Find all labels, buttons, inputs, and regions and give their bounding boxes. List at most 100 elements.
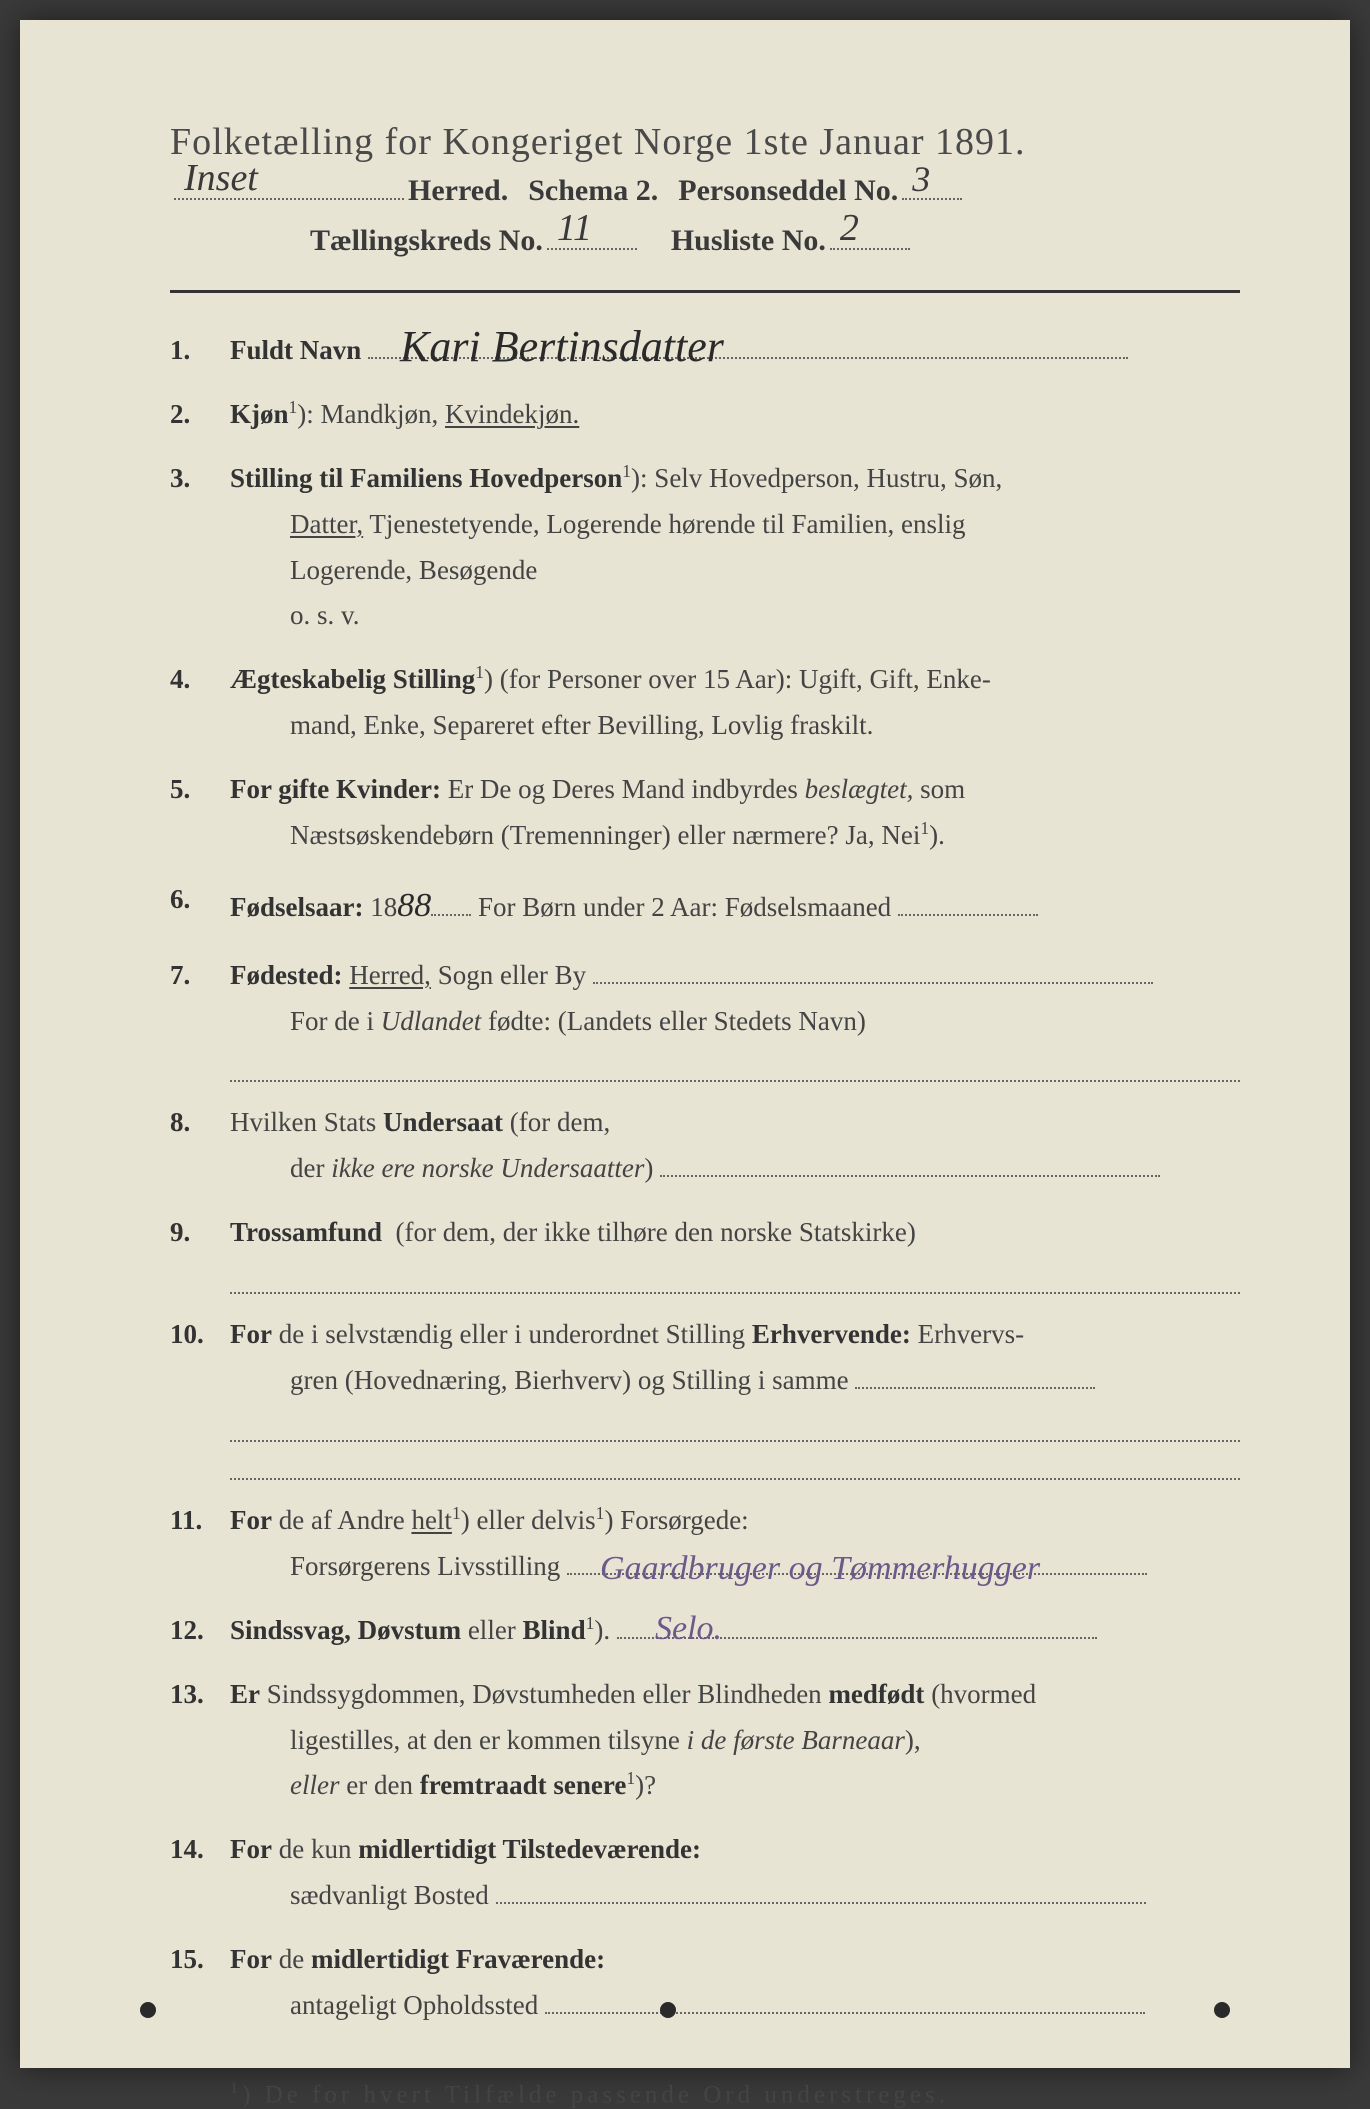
q7-italic: Udlandet [381, 1006, 482, 1036]
q2-kvinde: Kvindekjøn. [445, 399, 579, 429]
kreds-no: 11 [557, 206, 592, 250]
item-num-2: 2. [170, 392, 230, 438]
q13-text: Sindssygdommen, Døvstumheden eller Blind… [267, 1679, 822, 1709]
q8-label-rest: vilken Stats [250, 1107, 384, 1137]
item-body-11: For de af Andre helt1) eller delvis1) Fo… [230, 1498, 1240, 1590]
q9-label: Trossamfund [230, 1217, 382, 1247]
item-5: 5. For gifte Kvinder: Er De og Deres Man… [170, 767, 1240, 859]
item-9: 9. Trossamfund (for dem, der ikke tilhør… [170, 1210, 1240, 1294]
q9-text: (for dem, der ikke tilhøre den norske St… [396, 1217, 916, 1247]
q9-dotted-line [230, 1262, 1240, 1294]
q2-label: Kjøn [230, 399, 289, 429]
item-body-1: Fuldt Navn Kari Bertinsdatter [230, 328, 1240, 374]
item-body-5: For gifte Kvinder: Er De og Deres Mand i… [230, 767, 1240, 859]
q12-handwritten: Selo. [655, 1600, 722, 1658]
item-num-11: 11. [170, 1498, 230, 1590]
husliste-label: Husliste No. [671, 224, 826, 258]
item-num-14: 14. [170, 1827, 230, 1919]
q1-label: Fuldt Navn [230, 335, 361, 365]
personseddel-field: 3 [902, 198, 962, 200]
q10-dotted-1 [230, 1410, 1240, 1442]
schema-label: Schema 2. [528, 174, 658, 208]
q3-line2b: Tjenestetyende, Logerende hørende til Fa… [369, 509, 965, 539]
q1-handwritten: Kari Bertinsdatter [400, 310, 724, 385]
q13-label: Er [230, 1679, 260, 1709]
item-body-3: Stilling til Familiens Hovedperson1): Se… [230, 456, 1240, 640]
herred-label: Herred. [408, 174, 508, 208]
q12-label: Sindssvag, Døvstum [230, 1615, 461, 1645]
item-body-6: Fødselsaar: 1888 For Børn under 2 Aar: F… [230, 877, 1240, 935]
q7-line2b: fødte: (Landets eller Stedets Navn) [488, 1006, 866, 1036]
footnote-text: De for hvert Tilfælde passende Ord under… [265, 2081, 949, 2108]
husliste-field: 2 [830, 248, 910, 250]
q3-line4: o. s. v. [230, 600, 360, 630]
q3-label: Stilling til Familiens Hovedperson [230, 463, 622, 493]
q11-text3: Forsørgede: [620, 1505, 749, 1535]
q15-bold2: midlertidigt Fraværende: [311, 1944, 605, 1974]
q8-prefix: H [230, 1107, 250, 1137]
item-body-2: Kjøn1): Mandkjøn, Kvindekjøn. [230, 392, 1240, 438]
q14-line2: sædvanligt Bosted [290, 1880, 489, 1910]
divider [170, 290, 1240, 293]
q11-label: For [230, 1505, 272, 1535]
item-body-15: For de midlertidigt Fraværende: antageli… [230, 1937, 1240, 2029]
q12-bold2: Blind [523, 1615, 586, 1645]
punch-mark-center [660, 2002, 676, 2018]
item-num-5: 5. [170, 767, 230, 859]
footnote: 1) De for hvert Tilfælde passende Ord un… [170, 2079, 1240, 2109]
item-num-15: 15. [170, 1937, 230, 2029]
q14-bold2: midlertidigt Tilstedeværende: [358, 1834, 701, 1864]
personseddel-no: 3 [912, 158, 930, 200]
q6-text: For Børn under 2 Aar: Fødselsmaaned [478, 892, 891, 922]
q11-line2: Forsørgerens Livsstilling [290, 1551, 560, 1581]
item-num-6: 6. [170, 877, 230, 935]
q5-label: For gifte Kvinder: [230, 774, 441, 804]
q14-label: For [230, 1834, 272, 1864]
q4-label: Ægteskabelig Stilling [230, 664, 475, 694]
item-14: 14. For de kun midlertidigt Tilstedevære… [170, 1827, 1240, 1919]
punch-mark-left [140, 2002, 156, 2018]
kreds-field: 11 [547, 248, 637, 250]
q6-prefix: 18 [370, 892, 397, 922]
q13-line3b: er den [346, 1770, 413, 1800]
herred-field: Inset [174, 198, 404, 200]
item-3: 3. Stilling til Familiens Hovedperson1):… [170, 456, 1240, 640]
q5-line2: Næstsøskendebørn (Tremenninger) eller næ… [290, 820, 920, 850]
item-body-14: For de kun midlertidigt Tilstedeværende:… [230, 1827, 1240, 1919]
q15-text: de [279, 1944, 304, 1974]
q15-line2: antageligt Opholdssted [290, 1990, 538, 2020]
kreds-label: Tællingskreds No. [310, 224, 543, 258]
q6-hw: 88 [397, 887, 431, 924]
punch-mark-right [1214, 2002, 1230, 2018]
item-body-7: Fødested: Herred, Sogn eller By For de i… [230, 953, 1240, 1083]
q3-text: Selv Hovedperson, Hustru, Søn, [654, 463, 1002, 493]
item-num-12: 12. [170, 1608, 230, 1654]
q5-italic: beslægtet, [805, 774, 914, 804]
item-6: 6. Fødselsaar: 1888 For Børn under 2 Aar… [170, 877, 1240, 935]
q11-text2: eller delvis [476, 1505, 595, 1535]
census-form-page: Folketælling for Kongeriget Norge 1ste J… [20, 20, 1350, 2068]
q15-label: For [230, 1944, 272, 1974]
item-12: 12. Sindssvag, Døvstum eller Blind1). Se… [170, 1608, 1240, 1654]
q10-bold2: Erhvervende: [752, 1319, 911, 1349]
q2-mand: Mandkjøn, [321, 399, 439, 429]
q5-text2: som [920, 774, 965, 804]
q7-dotted-line [230, 1050, 1240, 1082]
q10-line2: gren (Hovednæring, Bierhverv) og Stillin… [290, 1365, 849, 1395]
q11-text: de af Andre [279, 1505, 405, 1535]
item-10: 10. For de i selvstændig eller i underor… [170, 1312, 1240, 1480]
q7-herred: Herred, [349, 960, 431, 990]
q10-dotted-2 [230, 1448, 1240, 1480]
item-13: 13. Er Sindssygdommen, Døvstumheden elle… [170, 1672, 1240, 1810]
q5-text: Er De og Deres Mand indbyrdes [448, 774, 798, 804]
item-8: 8. Hvilken Stats Undersaat (for dem, der… [170, 1100, 1240, 1192]
item-body-13: Er Sindssygdommen, Døvstumheden eller Bl… [230, 1672, 1240, 1810]
q8-text: (for dem, [510, 1107, 610, 1137]
item-body-8: Hvilken Stats Undersaat (for dem, der ik… [230, 1100, 1240, 1192]
q3-line3: Logerende, Besøgende [230, 555, 537, 585]
item-1: 1. Fuldt Navn Kari Bertinsdatter [170, 328, 1240, 374]
item-num-7: 7. [170, 953, 230, 1083]
q13-line2: ligestilles, at den er kommen tilsyne [290, 1725, 680, 1755]
item-num-4: 4. [170, 657, 230, 749]
item-2: 2. Kjøn1): Mandkjøn, Kvindekjøn. [170, 392, 1240, 438]
